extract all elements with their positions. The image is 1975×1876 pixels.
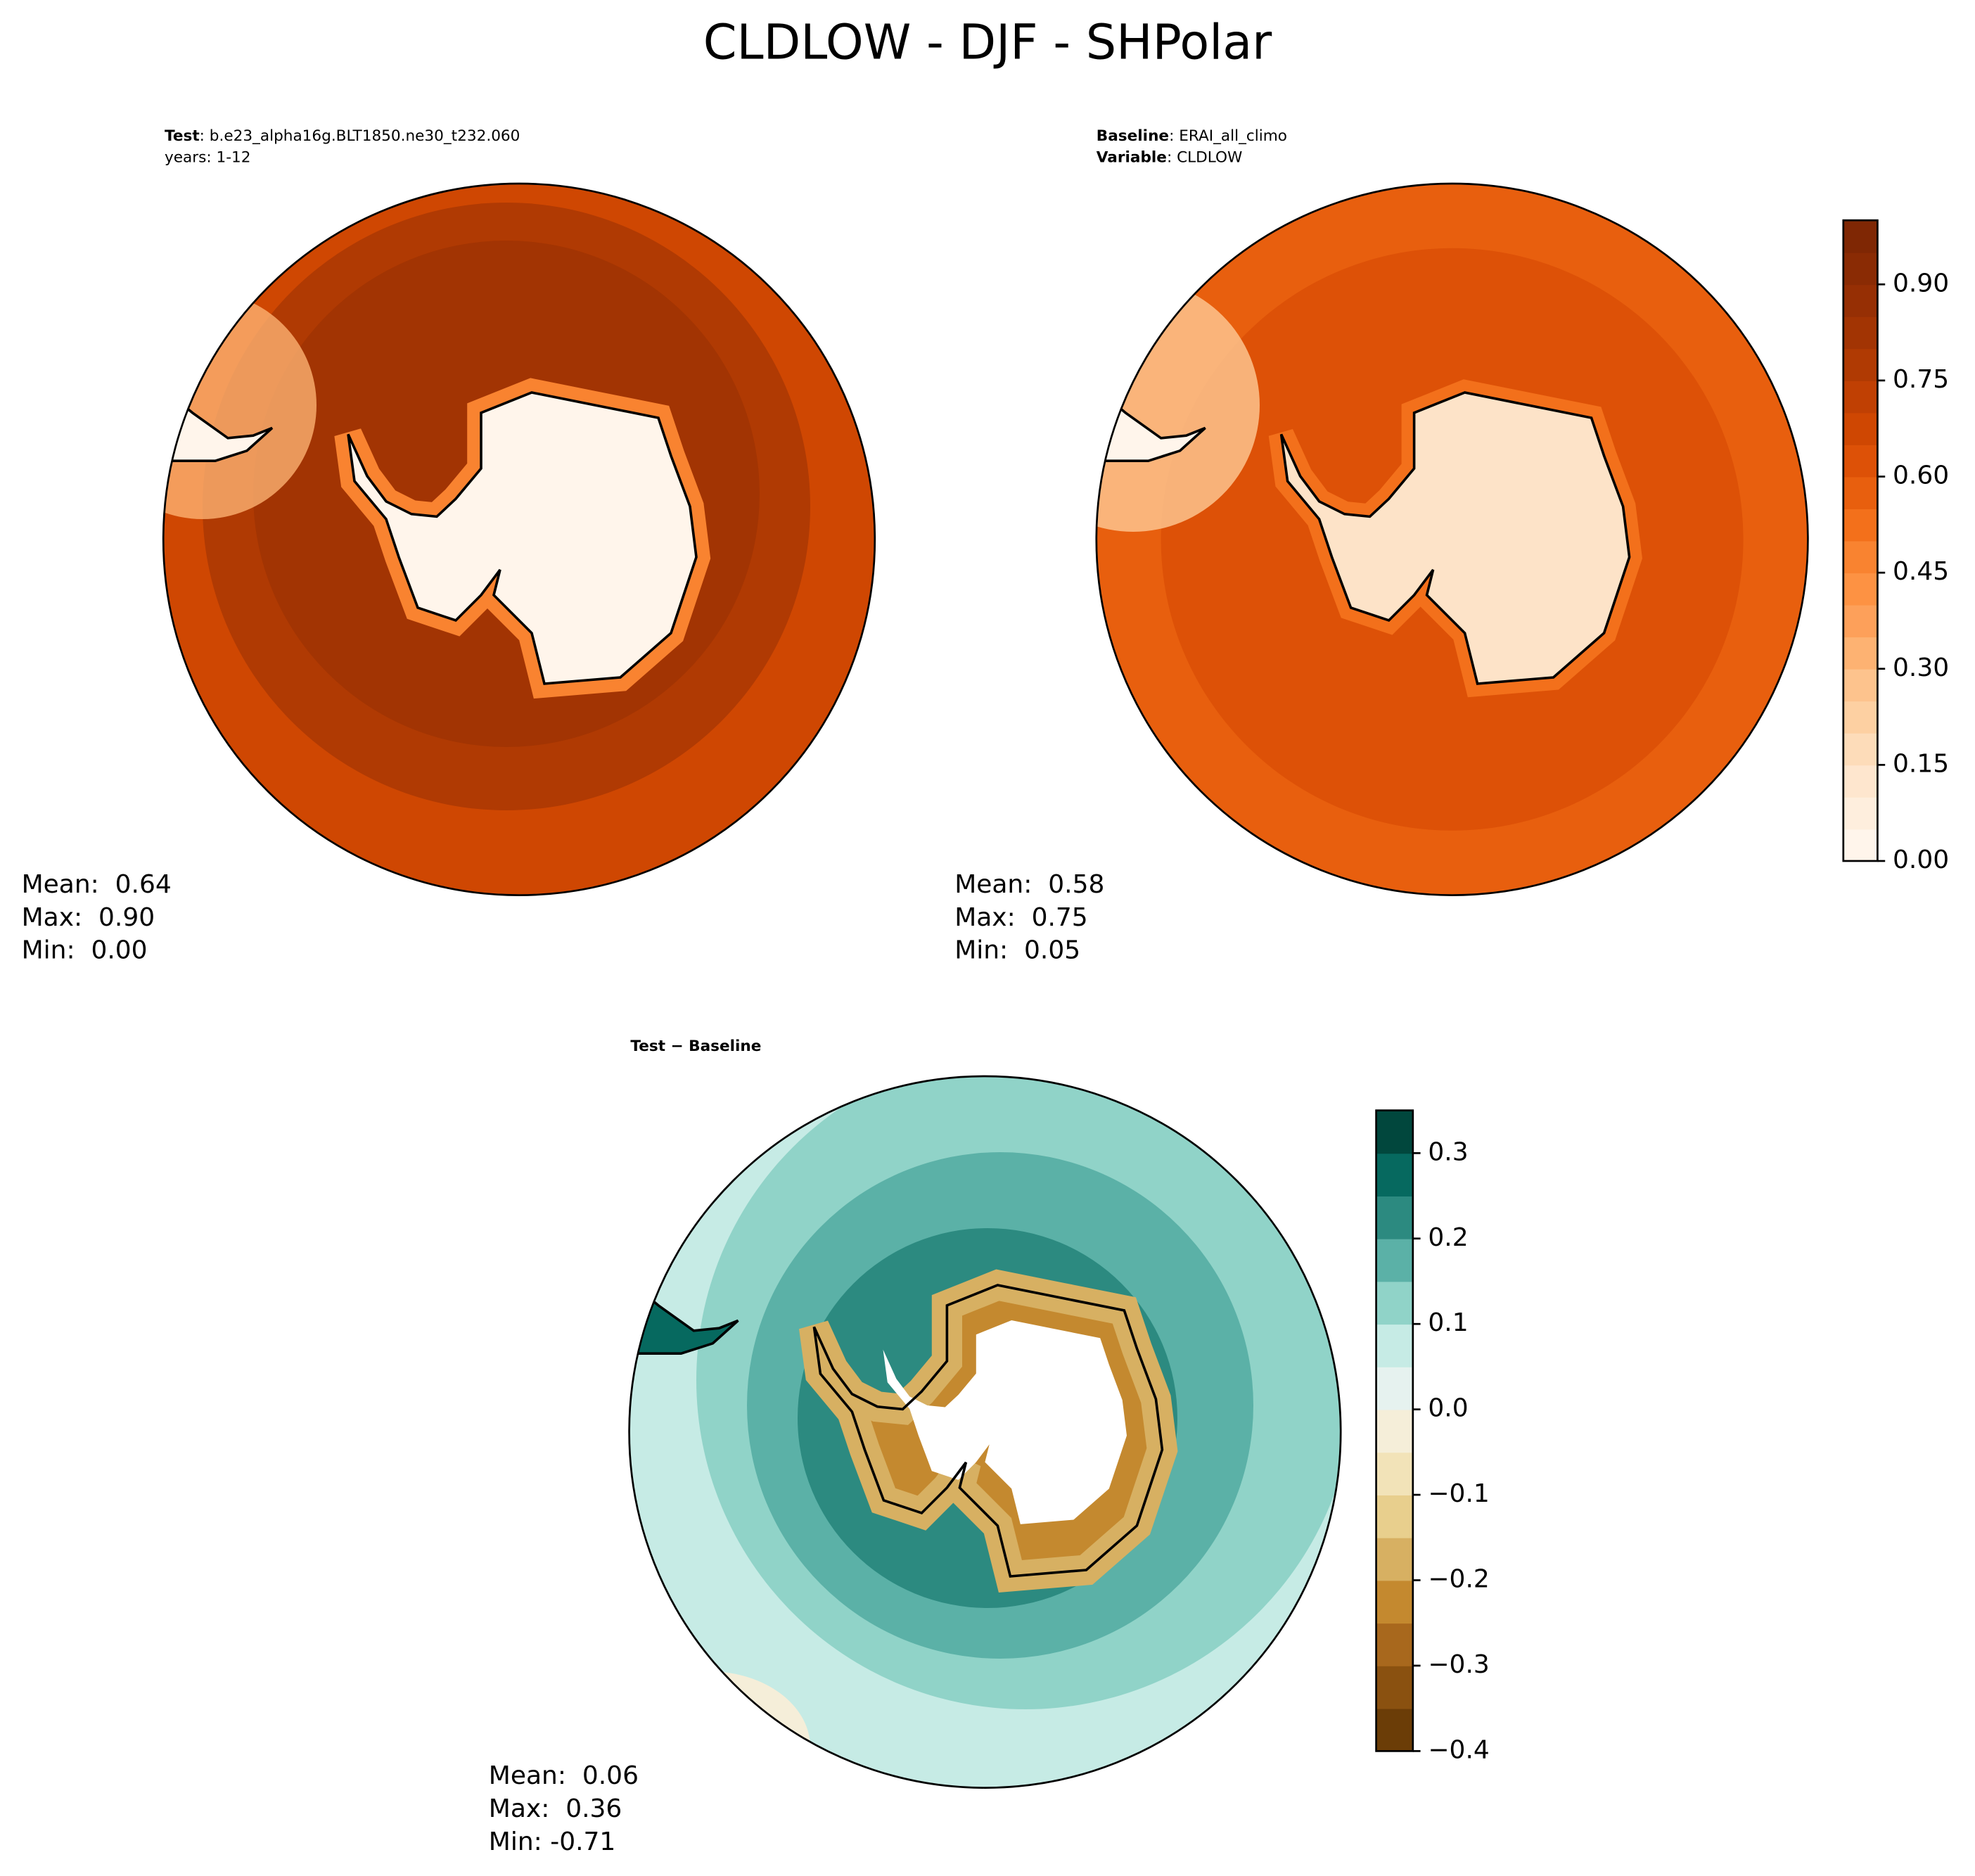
colorbar-band [1843, 509, 1878, 542]
header-label: Variable [1097, 148, 1167, 166]
header-label: Baseline [1097, 127, 1169, 145]
colorbar-band [1376, 1708, 1413, 1752]
colorbar-frame [1375, 1109, 1414, 1752]
colorbar-tick-label: −0.3 [1428, 1650, 1489, 1679]
stat: Max: 0.36 [489, 1794, 622, 1823]
colorbar-tick-label: 0.2 [1428, 1223, 1468, 1252]
stat: Min: -0.71 [489, 1827, 616, 1856]
colorbar-band [1843, 476, 1878, 509]
colorbar-band [1843, 637, 1878, 670]
stat: Min: 0.00 [22, 936, 148, 965]
colorbar-tick-label: 0.0 [1428, 1394, 1468, 1423]
colorbar-band [1843, 796, 1878, 830]
colorbar-band [1843, 412, 1878, 445]
stat: Min: 0.05 [954, 936, 1080, 965]
header-label: Test [165, 127, 200, 145]
colorbar-tick-label: −0.1 [1428, 1479, 1489, 1508]
stat: Mean: 0.64 [22, 870, 172, 899]
colorbar-band [1843, 701, 1878, 734]
colorbar-band [1376, 1452, 1413, 1495]
map-border [628, 1075, 1342, 1789]
colorbar-band [1376, 1665, 1413, 1709]
colorbar-tick-label: 0.1 [1428, 1308, 1468, 1337]
colorbar-band [1843, 540, 1878, 574]
colorbar-band [1843, 668, 1878, 702]
figure-title: CLDLOW - DJF - SHPolar [703, 15, 1272, 70]
colorbar-band [1843, 348, 1878, 381]
header-value: : b.e23_alpha16g.BLT1850.ne30_t232.060 [200, 127, 520, 145]
colorbar-band [1376, 1366, 1413, 1410]
header-value: : ERAI_all_climo [1169, 127, 1287, 145]
panel-header: years: 1-12 [165, 148, 250, 166]
colorbar-band [1843, 573, 1878, 606]
stat: Max: 0.90 [22, 903, 155, 932]
colorbar-band [1376, 1537, 1413, 1581]
map-difference [629, 1076, 1341, 1788]
colorbar-tick-label: 0.75 [1893, 365, 1949, 394]
header-value: years: 1-12 [165, 148, 250, 166]
stat: Max: 0.75 [954, 903, 1088, 932]
colorbar-band [1843, 444, 1878, 478]
colorbar-band [1843, 252, 1878, 286]
colorbar-band [1376, 1196, 1413, 1239]
panel-header: Baseline: ERAI_all_climo [1097, 127, 1287, 145]
colorbar-frame [1842, 219, 1879, 862]
colorbar-tick-label: −0.4 [1428, 1735, 1489, 1764]
panel-header: Variable: CLDLOW [1097, 148, 1243, 166]
colorbar-tick-label: 0.60 [1893, 461, 1949, 490]
colorbar-band [1376, 1110, 1413, 1154]
colorbar-band [1376, 1580, 1413, 1624]
header-value: : CLDLOW [1167, 148, 1242, 166]
map-border [162, 182, 876, 896]
map-baseline [1096, 183, 1808, 895]
colorbar-tick-label: 0.90 [1893, 269, 1949, 298]
map-test [163, 183, 875, 895]
map-border [1095, 182, 1809, 896]
stat: Mean: 0.58 [954, 870, 1104, 899]
colorbar-tick-label: 0.15 [1893, 749, 1949, 778]
colorbar-band [1376, 1623, 1413, 1666]
colorbar-band [1376, 1324, 1413, 1367]
panel-header: Test: b.e23_alpha16g.BLT1850.ne30_t232.0… [165, 127, 520, 145]
colorbar-band [1843, 604, 1878, 638]
colorbar-band [1376, 1238, 1413, 1282]
colorbar-tick-label: 0.45 [1893, 557, 1949, 586]
colorbar-band [1843, 732, 1878, 766]
colorbar-band [1376, 1495, 1413, 1538]
colorbar-band [1843, 380, 1878, 414]
stat: Mean: 0.06 [489, 1761, 639, 1790]
colorbar-band [1843, 220, 1878, 253]
colorbar-band [1843, 284, 1878, 317]
colorbar-tick-label: 0.3 [1428, 1137, 1468, 1166]
colorbar-tick-label: 0.00 [1893, 846, 1949, 874]
panel-header: Test − Baseline [630, 1038, 761, 1055]
colorbar-tick-label: 0.30 [1893, 653, 1949, 682]
colorbar-band [1376, 1153, 1413, 1197]
colorbar-band [1843, 316, 1878, 350]
colorbar-band [1843, 765, 1878, 798]
colorbar-band [1376, 1281, 1413, 1325]
colorbar-band [1843, 829, 1878, 862]
colorbar-tick-label: −0.2 [1428, 1565, 1489, 1594]
colorbar-band [1376, 1409, 1413, 1453]
header-label: Test − Baseline [630, 1038, 761, 1055]
